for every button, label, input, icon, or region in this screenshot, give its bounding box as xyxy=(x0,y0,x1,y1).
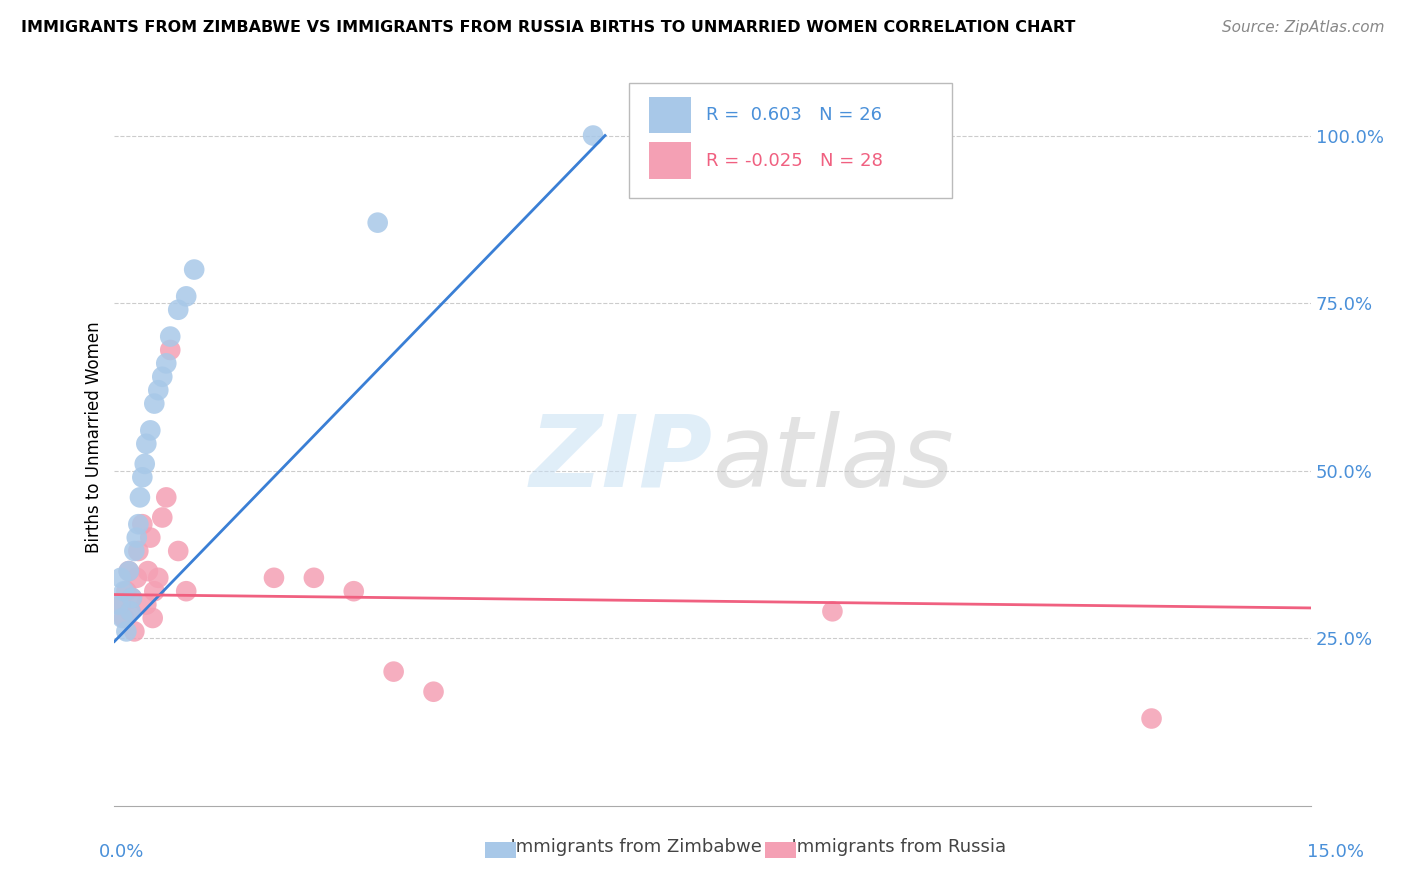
Text: ZIP: ZIP xyxy=(530,410,713,508)
Point xyxy=(582,128,605,143)
Point xyxy=(263,571,285,585)
Point xyxy=(821,604,844,618)
Y-axis label: Births to Unmarried Women: Births to Unmarried Women xyxy=(86,321,103,553)
Text: Immigrants from Zimbabwe: Immigrants from Zimbabwe xyxy=(499,838,762,856)
Point xyxy=(134,457,156,471)
Point xyxy=(422,684,444,698)
Bar xyxy=(650,96,692,134)
Point xyxy=(121,591,143,605)
Point xyxy=(135,437,157,451)
Point xyxy=(110,598,132,612)
Point xyxy=(121,591,143,605)
Point xyxy=(142,611,165,625)
Point xyxy=(110,571,132,585)
Point xyxy=(167,302,190,317)
Text: 15.0%: 15.0% xyxy=(1306,843,1364,861)
Point xyxy=(112,611,135,625)
Point xyxy=(120,604,142,618)
Text: atlas: atlas xyxy=(713,410,955,508)
Text: Source: ZipAtlas.com: Source: ZipAtlas.com xyxy=(1222,20,1385,35)
Point xyxy=(127,544,149,558)
Point xyxy=(136,564,159,578)
Text: IMMIGRANTS FROM ZIMBABWE VS IMMIGRANTS FROM RUSSIA BIRTHS TO UNMARRIED WOMEN COR: IMMIGRANTS FROM ZIMBABWE VS IMMIGRANTS F… xyxy=(21,20,1076,35)
Point xyxy=(155,356,177,370)
Point xyxy=(115,584,138,599)
Point xyxy=(131,470,153,484)
Point xyxy=(167,544,190,558)
Text: Immigrants from Russia: Immigrants from Russia xyxy=(780,838,1007,856)
Point xyxy=(382,665,405,679)
Point xyxy=(112,584,135,599)
Point xyxy=(131,517,153,532)
Point xyxy=(150,369,173,384)
Point xyxy=(127,517,149,532)
Point xyxy=(155,491,177,505)
Point xyxy=(302,571,325,585)
Point xyxy=(118,564,141,578)
Point xyxy=(148,571,170,585)
Point xyxy=(120,604,142,618)
Bar xyxy=(650,142,692,179)
Point xyxy=(124,624,146,639)
Point xyxy=(139,531,162,545)
Point xyxy=(107,598,129,612)
Point xyxy=(159,343,181,357)
Point xyxy=(118,564,141,578)
Point xyxy=(143,396,166,410)
Point xyxy=(367,216,389,230)
Point xyxy=(125,571,148,585)
Point xyxy=(150,510,173,524)
Point xyxy=(1140,712,1163,726)
Text: R =  0.603   N = 26: R = 0.603 N = 26 xyxy=(706,106,882,124)
Point xyxy=(143,584,166,599)
Point xyxy=(125,531,148,545)
Text: 0.0%: 0.0% xyxy=(98,843,143,861)
Point xyxy=(115,624,138,639)
Point xyxy=(159,329,181,343)
Point xyxy=(124,544,146,558)
Point xyxy=(111,611,134,625)
Point xyxy=(174,289,197,303)
Point xyxy=(183,262,205,277)
Point xyxy=(343,584,366,599)
Point xyxy=(135,598,157,612)
Text: R = -0.025   N = 28: R = -0.025 N = 28 xyxy=(706,152,883,169)
Point xyxy=(129,491,152,505)
Point xyxy=(139,423,162,437)
Point xyxy=(174,584,197,599)
Point xyxy=(148,383,170,397)
FancyBboxPatch shape xyxy=(628,83,952,197)
